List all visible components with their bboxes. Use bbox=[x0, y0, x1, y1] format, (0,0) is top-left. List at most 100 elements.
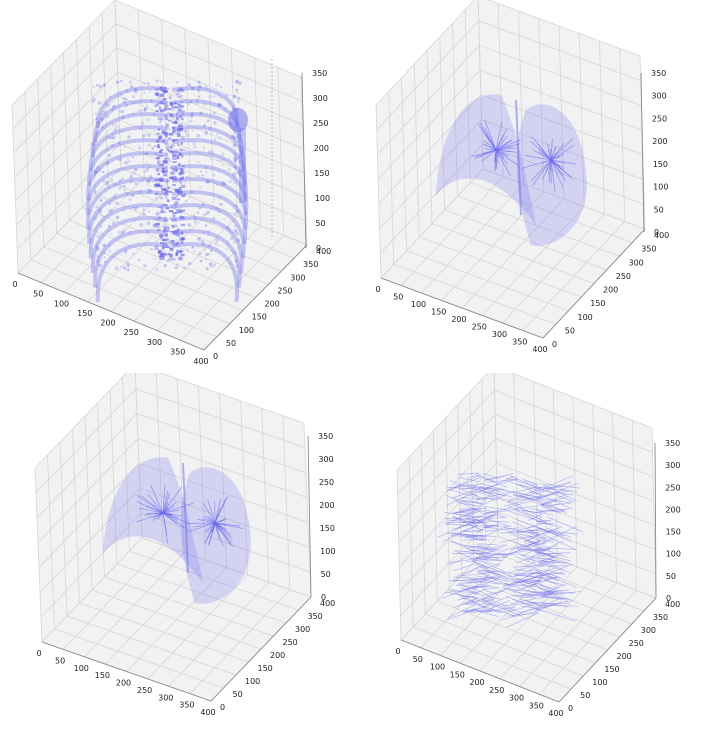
x-tick-label: 200 bbox=[100, 319, 115, 328]
y-tick-label: 400 bbox=[665, 600, 680, 609]
z-tick-label: 300 bbox=[651, 92, 666, 101]
z-tick-label: 50 bbox=[654, 205, 664, 214]
z-tick-label: 200 bbox=[314, 144, 329, 153]
z-tick-label: 300 bbox=[665, 461, 680, 470]
z-tick-label: 250 bbox=[319, 478, 334, 487]
chart-svg: 0501001502002503003504000501001502002503… bbox=[11, 0, 331, 366]
z-tick-label: 350 bbox=[312, 69, 327, 78]
y-tick-label: 0 bbox=[552, 340, 557, 349]
y-tick-label: 200 bbox=[265, 300, 280, 309]
y-tick-label: 0 bbox=[568, 704, 573, 713]
x-tick-label: 250 bbox=[124, 328, 139, 337]
x-tick-label: 50 bbox=[55, 656, 65, 665]
x-tick-label: 400 bbox=[193, 357, 208, 366]
x-tick-label: 200 bbox=[116, 679, 131, 688]
x-tick-label: 350 bbox=[179, 701, 194, 710]
y-tick-label: 200 bbox=[617, 652, 632, 661]
z-tick-label: 50 bbox=[315, 219, 325, 228]
y-tick-label: 250 bbox=[629, 639, 644, 648]
x-tick-label: 200 bbox=[469, 678, 484, 687]
y-tick-label: 300 bbox=[629, 258, 644, 267]
z-tick-label: 350 bbox=[318, 432, 333, 441]
z-tick-label: 350 bbox=[651, 69, 666, 78]
axis-lines bbox=[17, 72, 308, 351]
y-tick-label: 400 bbox=[654, 231, 669, 240]
y-tick-label: 50 bbox=[565, 326, 575, 335]
y-tick-label: 200 bbox=[270, 651, 285, 660]
z-tick-label: 100 bbox=[653, 183, 668, 192]
x-tick-label: 400 bbox=[532, 345, 547, 354]
y-tick-label: 0 bbox=[220, 703, 225, 712]
y-tick-label: 300 bbox=[641, 626, 656, 635]
z-tick-label: 200 bbox=[319, 501, 334, 510]
x-tick-label: 100 bbox=[54, 299, 69, 308]
x-tick-label: 0 bbox=[36, 649, 41, 658]
gridlines bbox=[34, 373, 312, 702]
x-tick-label: 300 bbox=[509, 694, 524, 703]
plot-panel-2: 0 50 100 150 200 250 300 350 400 0 50 100 150 200 250 3… bbox=[351, 0, 702, 373]
z-tick-label: 150 bbox=[320, 524, 335, 533]
x-tick-label: 350 bbox=[170, 347, 185, 356]
x-tick-label: 300 bbox=[492, 330, 507, 339]
y-tick-label: 250 bbox=[277, 286, 292, 295]
x-tick-label: 350 bbox=[512, 338, 527, 347]
z-tick-label: 350 bbox=[665, 439, 680, 448]
y-tick-label: 250 bbox=[283, 638, 298, 647]
y-tick-label: 0 bbox=[213, 352, 218, 361]
z-tick-label: 250 bbox=[665, 483, 680, 492]
y-tick-label: 150 bbox=[252, 313, 267, 322]
y-tick-label: 100 bbox=[592, 678, 607, 687]
y-tick-label: 350 bbox=[308, 612, 323, 621]
x-tick-label: 200 bbox=[451, 315, 466, 324]
x-tick-label: 150 bbox=[95, 671, 110, 680]
y-tick-label: 50 bbox=[580, 691, 590, 700]
z-tick-label: 0 bbox=[654, 228, 659, 237]
z-tick-label: 300 bbox=[318, 455, 333, 464]
volume-render bbox=[85, 59, 273, 303]
y-tick-label: 350 bbox=[303, 260, 318, 269]
y-tick-label: 150 bbox=[258, 664, 273, 673]
y-tick-label: 350 bbox=[641, 245, 656, 254]
x-tick-label: 0 bbox=[12, 280, 17, 289]
y-tick-label: 150 bbox=[604, 665, 619, 674]
x-tick-label: 150 bbox=[431, 308, 446, 317]
x-tick-label: 100 bbox=[74, 664, 89, 673]
y-tick-label: 250 bbox=[616, 272, 631, 281]
y-tick-label: 400 bbox=[320, 599, 335, 608]
volume-render bbox=[102, 456, 251, 605]
y-tick-label: 350 bbox=[653, 613, 668, 622]
chart-svg: 0501001502002503003504000501001502002503… bbox=[395, 373, 681, 718]
y-tick-label: 150 bbox=[590, 299, 605, 308]
x-tick-label: 0 bbox=[375, 285, 380, 294]
x-tick-label: 100 bbox=[411, 300, 426, 309]
z-tick-label: 300 bbox=[313, 94, 328, 103]
x-tick-label: 150 bbox=[450, 670, 465, 679]
x-tick-label: 400 bbox=[548, 709, 563, 718]
z-tick-label: 250 bbox=[313, 119, 328, 128]
tick-labels: 0 50 100 150 200 250 300 350 400 0 50 100 150 200 250 3… bbox=[36, 432, 335, 717]
y-tick-label: 100 bbox=[245, 677, 260, 686]
plot-panel-3: 0 50 100 150 200 250 300 350 400 0 50 100 150 200 250 3… bbox=[0, 373, 351, 746]
y-tick-label: 50 bbox=[226, 339, 236, 348]
z-tick-label: 150 bbox=[666, 528, 681, 537]
z-tick-label: 150 bbox=[314, 169, 329, 178]
y-tick-label: 400 bbox=[316, 247, 331, 256]
chart-svg: 0501001502002503003504000501001502002503… bbox=[375, 0, 669, 354]
z-tick-label: 150 bbox=[653, 160, 668, 169]
y-tick-label: 100 bbox=[239, 326, 254, 335]
volume-render bbox=[435, 93, 587, 247]
x-tick-label: 400 bbox=[200, 708, 215, 717]
x-tick-label: 50 bbox=[33, 290, 43, 299]
z-tick-label: 50 bbox=[321, 570, 331, 579]
y-tick-label: 300 bbox=[290, 273, 305, 282]
plot-panel-4: 0 50 100 150 200 250 300 350 400 0 50 100 150 200 250 3… bbox=[351, 373, 702, 746]
x-tick-label: 50 bbox=[393, 293, 403, 302]
gridlines bbox=[375, 0, 646, 339]
z-tick-label: 100 bbox=[666, 550, 681, 559]
volume-render bbox=[437, 472, 584, 628]
y-tick-label: 200 bbox=[603, 286, 618, 295]
x-tick-label: 300 bbox=[158, 693, 173, 702]
axis-lines bbox=[400, 442, 657, 703]
z-tick-label: 0 bbox=[316, 244, 321, 253]
